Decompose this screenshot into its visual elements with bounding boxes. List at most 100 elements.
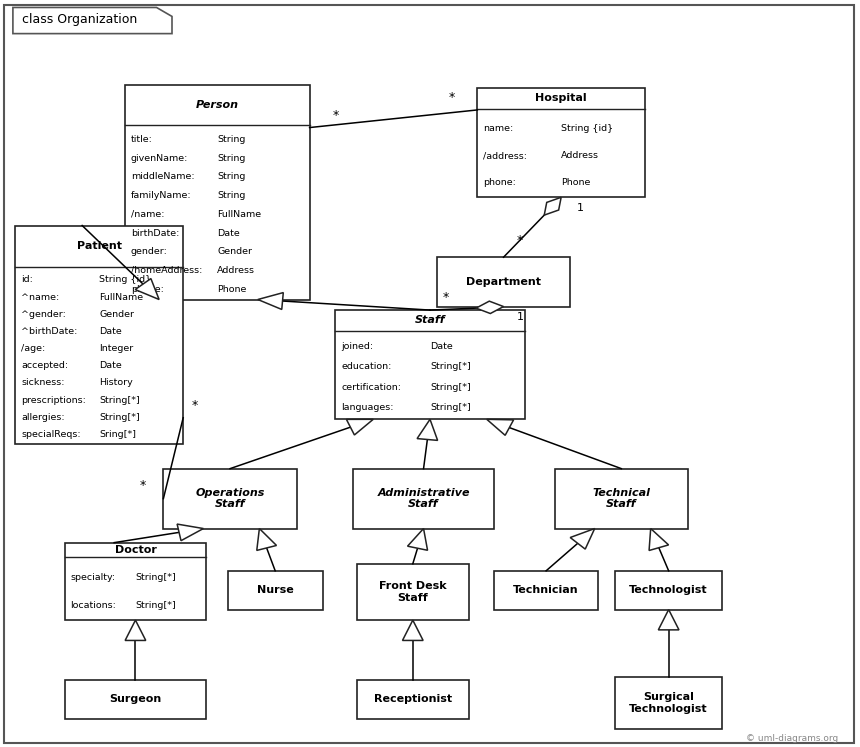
Text: String[*]: String[*] (430, 403, 470, 412)
Bar (494, 571, 598, 610)
Text: Front Desk
Staff: Front Desk Staff (379, 581, 446, 603)
Text: familyName:: familyName: (131, 191, 191, 200)
Polygon shape (570, 529, 595, 549)
Text: /homeAddress:: /homeAddress: (131, 266, 202, 275)
Text: /age:: /age: (22, 344, 46, 353)
Text: *: * (448, 91, 455, 105)
Text: Date: Date (99, 327, 122, 336)
Text: languages:: languages: (341, 403, 394, 412)
Text: String: String (217, 154, 245, 163)
Text: title:: title: (131, 135, 152, 144)
Polygon shape (258, 293, 283, 309)
Text: name:: name: (483, 125, 513, 134)
Polygon shape (544, 197, 562, 215)
Text: certification:: certification: (341, 383, 402, 392)
Polygon shape (417, 419, 438, 441)
Text: History: History (99, 379, 133, 388)
Text: gender:: gender: (131, 247, 168, 256)
Text: Patient: Patient (77, 241, 122, 251)
Bar (163, 468, 297, 529)
Text: String: String (217, 173, 245, 182)
Text: birthDate:: birthDate: (131, 229, 179, 238)
Text: String[*]: String[*] (99, 413, 140, 422)
Bar (615, 571, 722, 610)
Text: /name:: /name: (131, 210, 164, 219)
Bar (555, 468, 688, 529)
Polygon shape (257, 529, 277, 551)
Text: Date: Date (99, 362, 122, 371)
Text: education:: education: (341, 362, 392, 371)
Bar (15, 226, 183, 444)
Text: *: * (516, 234, 523, 247)
Text: Staff: Staff (415, 315, 445, 326)
Polygon shape (126, 620, 146, 640)
Text: Hospital: Hospital (535, 93, 587, 104)
Text: *: * (192, 399, 198, 412)
Text: *: * (332, 109, 339, 122)
Text: Date: Date (217, 229, 240, 238)
Bar (437, 257, 570, 306)
Text: *: * (140, 479, 146, 492)
Bar (335, 310, 525, 419)
Polygon shape (476, 301, 504, 314)
Text: Surgeon: Surgeon (109, 695, 162, 704)
Bar (228, 571, 322, 610)
Text: /address:: /address: (483, 151, 527, 161)
Text: String {id}: String {id} (99, 276, 151, 285)
Text: ^name:: ^name: (22, 293, 59, 302)
Text: allergies:: allergies: (22, 413, 65, 422)
Text: String[*]: String[*] (135, 601, 176, 610)
Text: Department: Department (466, 277, 541, 287)
Text: Gender: Gender (99, 310, 134, 319)
Text: Technologist: Technologist (630, 585, 708, 595)
Text: middleName:: middleName: (131, 173, 194, 182)
Text: Address: Address (217, 266, 255, 275)
Text: Sring[*]: Sring[*] (99, 430, 137, 439)
Text: FullName: FullName (99, 293, 144, 302)
Text: givenName:: givenName: (131, 154, 188, 163)
Text: Technician: Technician (513, 585, 579, 595)
Polygon shape (649, 529, 668, 551)
Text: © uml-diagrams.org: © uml-diagrams.org (746, 734, 838, 743)
Text: String[*]: String[*] (135, 574, 176, 583)
Text: Surgical
Technologist: Surgical Technologist (630, 692, 708, 713)
Bar (125, 84, 310, 300)
Text: String[*]: String[*] (430, 362, 470, 371)
Text: Phone: Phone (562, 178, 591, 187)
Text: Technical
Staff: Technical Staff (593, 488, 650, 509)
Text: Phone: Phone (217, 285, 247, 294)
Text: phone:: phone: (131, 285, 163, 294)
Text: locations:: locations: (71, 601, 116, 610)
Polygon shape (347, 419, 373, 435)
Text: class Organization: class Organization (22, 13, 137, 26)
Text: Administrative
Staff: Administrative Staff (378, 488, 470, 509)
Bar (64, 542, 206, 620)
Text: String[*]: String[*] (430, 383, 470, 392)
Polygon shape (402, 620, 423, 640)
Text: specialty:: specialty: (71, 574, 115, 583)
Text: 1: 1 (516, 312, 524, 322)
Text: Integer: Integer (99, 344, 133, 353)
Text: ^birthDate:: ^birthDate: (22, 327, 78, 336)
Text: Address: Address (562, 151, 599, 161)
Text: id:: id: (22, 276, 34, 285)
Text: Person: Person (196, 100, 239, 110)
Polygon shape (659, 610, 679, 630)
Polygon shape (177, 524, 203, 541)
Polygon shape (135, 279, 159, 300)
Text: specialReqs:: specialReqs: (22, 430, 81, 439)
Polygon shape (408, 529, 427, 551)
Text: String: String (217, 135, 245, 144)
Text: Doctor: Doctor (114, 545, 157, 555)
Bar (357, 564, 469, 620)
Bar (477, 88, 645, 197)
Bar (357, 680, 469, 719)
Text: String {id}: String {id} (562, 125, 613, 134)
Bar (64, 680, 206, 719)
Text: FullName: FullName (217, 210, 261, 219)
Bar (353, 468, 494, 529)
Text: 1: 1 (577, 203, 584, 213)
Text: Receptionist: Receptionist (374, 695, 452, 704)
Text: String: String (217, 191, 245, 200)
Text: sickness:: sickness: (22, 379, 65, 388)
